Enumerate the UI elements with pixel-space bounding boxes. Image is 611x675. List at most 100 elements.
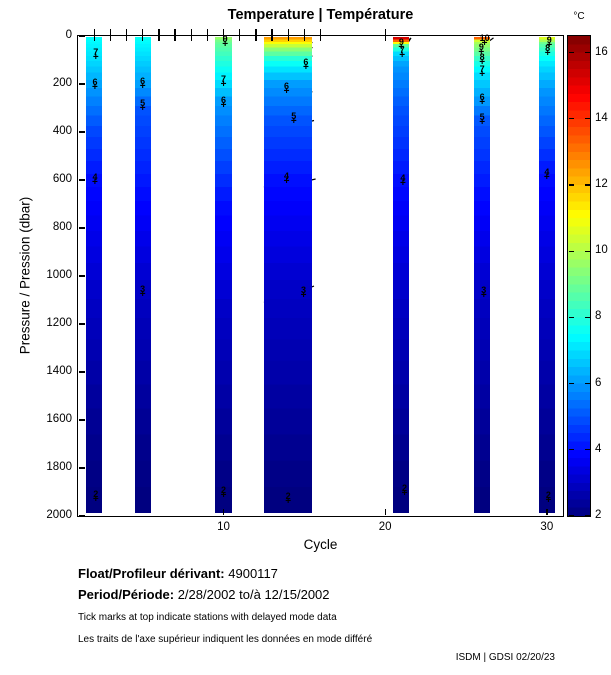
contour-label-value: 9 xyxy=(478,42,484,53)
contour-label: 6 + xyxy=(215,95,233,111)
contour-plus-mark: + xyxy=(290,116,297,128)
contour-label: 7 + xyxy=(215,74,233,90)
contour-plus-mark: + xyxy=(220,78,227,90)
contour-label: 5 + xyxy=(134,97,152,114)
contour-label: 2 + xyxy=(396,484,414,499)
x-tick-label: 30 xyxy=(540,521,554,533)
contour-label-value: 7 xyxy=(93,47,99,57)
profile-column-cycle-26 xyxy=(474,37,491,513)
contour-label: 6 + xyxy=(134,76,152,92)
contour-plus-mark: + xyxy=(92,177,98,189)
y-axis-tick xyxy=(79,275,85,277)
delayed-mode-tick xyxy=(255,28,257,41)
contour-label: 10 + xyxy=(476,33,494,48)
y-tick-label: 1400 xyxy=(46,365,72,377)
y-tick-label: 1000 xyxy=(46,269,72,281)
colorbar-tick xyxy=(584,316,590,318)
contour-plus-mark: + xyxy=(545,494,552,506)
contour-label-value: 6 xyxy=(284,81,290,92)
y-tick-label: 1800 xyxy=(46,461,72,473)
contour-plus-mark: + xyxy=(285,496,292,507)
y-tick-label: 1200 xyxy=(46,317,72,329)
contour-label-value: 4 xyxy=(92,172,98,183)
profile-column-cycle-5 xyxy=(134,37,151,513)
contour-label-value: 2 xyxy=(285,491,291,501)
contour-plus-mark: + xyxy=(220,99,227,111)
contour-label-value: 3 xyxy=(301,285,307,296)
contour-plus-mark: + xyxy=(479,116,486,128)
note-english: Tick marks at top indicate stations with… xyxy=(78,612,337,623)
colorbar-tick-label: 4 xyxy=(595,442,602,455)
y-tick-label: 400 xyxy=(52,125,72,137)
contour-label: 7 + xyxy=(393,45,411,62)
delayed-mode-tick xyxy=(271,28,273,41)
colorbar-tick xyxy=(568,449,574,451)
contour-plus-mark: + xyxy=(399,50,406,62)
contour-plus-mark: + xyxy=(283,86,290,98)
delayed-mode-tick xyxy=(239,28,241,41)
delayed-mode-tick xyxy=(190,28,192,41)
contour-label: 2 + xyxy=(539,489,557,506)
colorbar-tick xyxy=(568,51,574,54)
y-axis-tick xyxy=(79,419,85,421)
contour-plus-mark: + xyxy=(222,39,229,51)
colorbar-tick xyxy=(568,316,574,318)
colorbar-tick xyxy=(584,250,590,252)
contour-plus-mark: + xyxy=(546,40,553,51)
delayed-mode-tick xyxy=(222,28,225,41)
colorbar-unit-label: °C xyxy=(573,11,585,22)
contour-label: 3 + xyxy=(295,285,313,301)
contour-label: 5 + xyxy=(473,112,491,128)
contour-plus-mark: + xyxy=(400,178,406,189)
colorbar-tick xyxy=(584,515,590,517)
contour-label-value: 6 xyxy=(92,77,98,87)
float-id-value: 4900117 xyxy=(228,566,278,581)
delayed-mode-tick xyxy=(303,28,306,41)
contour-label-value: 5 xyxy=(140,97,146,108)
contour-label-value: 4 xyxy=(544,167,550,178)
x-axis-tick xyxy=(384,508,386,515)
contour-label-value: 7 xyxy=(479,63,485,74)
contour-label-value: 7 xyxy=(399,45,405,56)
contour-plus-mark: + xyxy=(92,82,98,93)
contour-label-value: 6 xyxy=(479,91,485,102)
contour-label: 2 + xyxy=(87,490,105,505)
contour-plus-mark: + xyxy=(544,48,551,60)
contour-label: 6 + xyxy=(297,58,315,73)
delayed-mode-tick xyxy=(158,28,160,41)
contour-label-value: 9 xyxy=(398,36,404,47)
contour-label: 9 + xyxy=(392,36,410,53)
contour-label-value: 9 xyxy=(546,35,552,45)
contour-label: 5 + xyxy=(285,112,303,128)
contour-label-value: 2 xyxy=(545,489,551,500)
y-axis-tick xyxy=(79,179,85,181)
contour-label: 4 + xyxy=(538,167,556,183)
delayed-mode-tick xyxy=(174,28,176,41)
contour-label: 2 + xyxy=(279,491,297,507)
colorbar-tick xyxy=(568,184,574,186)
credit-stamp: ISDM | GDSI 02/20/23 xyxy=(455,652,555,663)
contour-plus-mark: + xyxy=(480,290,487,302)
y-axis-tick xyxy=(79,131,85,133)
contour-label-value: 4 xyxy=(400,173,406,183)
colorbar xyxy=(567,35,591,517)
colorbar-tick-label: 8 xyxy=(595,310,602,323)
delayed-mode-tick xyxy=(93,28,95,41)
contour-plus-mark: + xyxy=(398,41,405,53)
contour-plus-mark: + xyxy=(139,288,146,300)
delayed-mode-tick xyxy=(384,28,386,41)
contour-plus-mark: + xyxy=(479,96,486,108)
contour-label-value: 6 xyxy=(140,76,146,87)
note-french: Les traits de l'axe supérieur indiquent … xyxy=(78,634,373,645)
colorbar-tick xyxy=(584,118,590,120)
contour-label: 9 + xyxy=(472,42,490,58)
contour-label: 4 + xyxy=(278,172,296,188)
x-tick-label: 20 xyxy=(378,521,392,533)
contour-label: 9 + xyxy=(216,35,234,51)
contour-plus-mark: + xyxy=(283,176,290,188)
colorbar-tick xyxy=(568,118,574,120)
y-tick-label: 1600 xyxy=(46,413,72,425)
contour-plus-mark: + xyxy=(139,102,146,114)
colorbar-tick-label: 2 xyxy=(595,509,602,521)
